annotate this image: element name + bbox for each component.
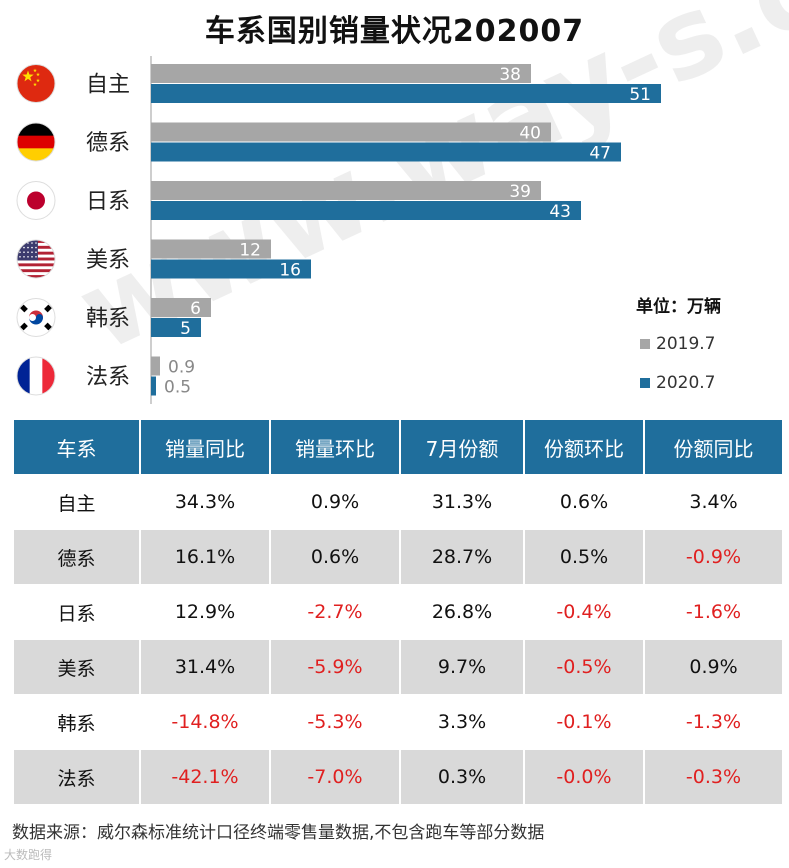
table-row: 美系 31.4% -5.9% 9.7% -0.5% 0.9% xyxy=(12,639,784,695)
table-cell: -1.6% xyxy=(643,584,784,640)
table-row: 日系 12.9% -2.7% 26.8% -0.4% -1.6% xyxy=(12,584,784,640)
data-label: 5 xyxy=(180,319,191,339)
table-cell: -0.4% xyxy=(523,584,645,640)
data-label: 0.5 xyxy=(164,378,191,398)
bar-2019.7-法系 xyxy=(151,356,160,376)
table-cell: 31.3% xyxy=(399,474,525,530)
category-label: 韩系 xyxy=(86,307,130,332)
row-label: 韩系 xyxy=(12,694,141,750)
table-cell: 26.8% xyxy=(399,584,525,640)
bar-2020.7-德系 xyxy=(151,142,621,162)
bar-2020.7-韩系 xyxy=(151,318,201,337)
bar-2019.7-自主 xyxy=(151,64,531,83)
bar-2020.7-法系 xyxy=(151,376,156,396)
row-label: 日系 xyxy=(12,584,141,640)
data-label: 16 xyxy=(279,261,301,281)
data-label: 43 xyxy=(549,202,571,222)
data-label: 39 xyxy=(509,182,531,202)
table-cell: -0.3% xyxy=(643,749,784,804)
table-cell: -7.0% xyxy=(269,749,401,804)
legend-label-2019: 2019.7 xyxy=(656,334,716,354)
japan-flag-icon xyxy=(16,181,56,220)
category-label: 日系 xyxy=(86,190,130,215)
data-label: 6 xyxy=(190,299,201,319)
korea-flag-icon xyxy=(16,298,56,337)
table-cell: 0.5% xyxy=(523,529,645,585)
table-cell: 31.4% xyxy=(139,639,271,695)
table-row: 自主 34.3% 0.9% 31.3% 0.6% 3.4% xyxy=(12,474,784,530)
source-note: 数据来源：威尔森标准统计口径终端零售量数据,不包含跑车等部分数据 xyxy=(12,823,545,843)
table-header-row: 车系 销量同比 销量环比 7月份额 份额环比 份额同比 xyxy=(12,420,784,475)
table-row: 法系 -42.1% -7.0% 0.3% -0.0% -0.3% xyxy=(12,749,784,804)
table-cell: -5.3% xyxy=(269,694,401,750)
column-header: 份额同比 xyxy=(643,420,784,475)
legend-label-2020: 2020.7 xyxy=(656,373,716,393)
row-label: 美系 xyxy=(12,639,141,695)
table-cell: 34.3% xyxy=(139,474,271,530)
column-header: 份额环比 xyxy=(523,420,645,475)
table-cell: 3.3% xyxy=(399,694,525,750)
unit-label: 单位：万辆 xyxy=(636,297,721,317)
bar-2020.7-自主 xyxy=(151,84,661,103)
germany-flag-icon xyxy=(16,122,56,162)
data-label: 38 xyxy=(499,65,521,85)
table-cell: -0.9% xyxy=(643,529,784,585)
usa-flag-icon xyxy=(16,239,56,279)
chart-title: 车系国别销量状况202007 xyxy=(204,14,585,49)
table-cell: -0.0% xyxy=(523,749,645,804)
table-cell: -0.1% xyxy=(523,694,645,750)
table-cell: 12.9% xyxy=(139,584,271,640)
table-cell: 28.7% xyxy=(399,529,525,585)
row-label: 德系 xyxy=(12,529,141,585)
table-cell: 0.9% xyxy=(643,639,784,695)
table-cell: 0.6% xyxy=(269,529,401,585)
bar-2020.7-美系 xyxy=(151,259,311,279)
data-label: 47 xyxy=(589,144,611,164)
data-label: 0.9 xyxy=(168,358,195,378)
bar-2019.7-韩系 xyxy=(151,298,211,317)
category-label: 自主 xyxy=(86,73,130,98)
category-label: 德系 xyxy=(86,131,130,156)
table-row: 韩系 -14.8% -5.3% 3.3% -0.1% -1.3% xyxy=(12,694,784,750)
brand-mark: 大数跑得 xyxy=(4,848,53,862)
row-label: 法系 xyxy=(12,749,141,804)
table-cell: -14.8% xyxy=(139,694,271,750)
data-label: 40 xyxy=(519,124,541,144)
legend-item-2019: 2019.7 xyxy=(640,334,715,354)
table-cell: 0.9% xyxy=(269,474,401,530)
column-header: 销量同比 xyxy=(139,420,271,475)
bar-2019.7-日系 xyxy=(151,181,541,200)
china-flag-icon xyxy=(16,64,56,103)
table-body: 自主 34.3% 0.9% 31.3% 0.6% 3.4% 德系 16.1% 0.6% 28.7%… xyxy=(12,474,784,804)
data-label: 12 xyxy=(239,241,261,261)
legend-swatch-2020 xyxy=(640,378,650,388)
table-cell: 0.6% xyxy=(523,474,645,530)
bar-2020.7-日系 xyxy=(151,201,581,220)
table-cell: -0.5% xyxy=(523,639,645,695)
column-header: 销量环比 xyxy=(269,420,401,475)
table-cell: 0.3% xyxy=(399,749,525,804)
stats-table: 车系 销量同比 销量环比 7月份额 份额环比 份额同比 自主 34.3% 0.9% 31.3% 0… xyxy=(12,420,784,804)
row-label: 自主 xyxy=(12,474,141,530)
table-cell: -5.9% xyxy=(269,639,401,695)
table-cell: -2.7% xyxy=(269,584,401,640)
legend-item-2020: 2020.7 xyxy=(640,373,715,393)
category-label: 美系 xyxy=(86,248,130,273)
bar-2019.7-美系 xyxy=(151,239,271,259)
legend-swatch-2019 xyxy=(640,339,650,349)
france-flag-icon xyxy=(16,356,56,396)
table-cell: 3.4% xyxy=(643,474,784,530)
table-cell: 16.1% xyxy=(139,529,271,585)
column-header: 7月份额 xyxy=(399,420,525,475)
column-header: 车系 xyxy=(12,420,141,475)
table-cell: -42.1% xyxy=(139,749,271,804)
table-row: 德系 16.1% 0.6% 28.7% 0.5% -0.9% xyxy=(12,529,784,585)
bar-chart: 自主 38 51 德系 40 47 日系 39 43 美系 12 16 韩系 65 法系 0.90.5 xyxy=(16,56,661,404)
data-label: 51 xyxy=(629,85,651,105)
table-cell: -1.3% xyxy=(643,694,784,750)
category-label: 法系 xyxy=(86,365,130,390)
table-cell: 9.7% xyxy=(399,639,525,695)
bar-2019.7-德系 xyxy=(151,122,551,142)
